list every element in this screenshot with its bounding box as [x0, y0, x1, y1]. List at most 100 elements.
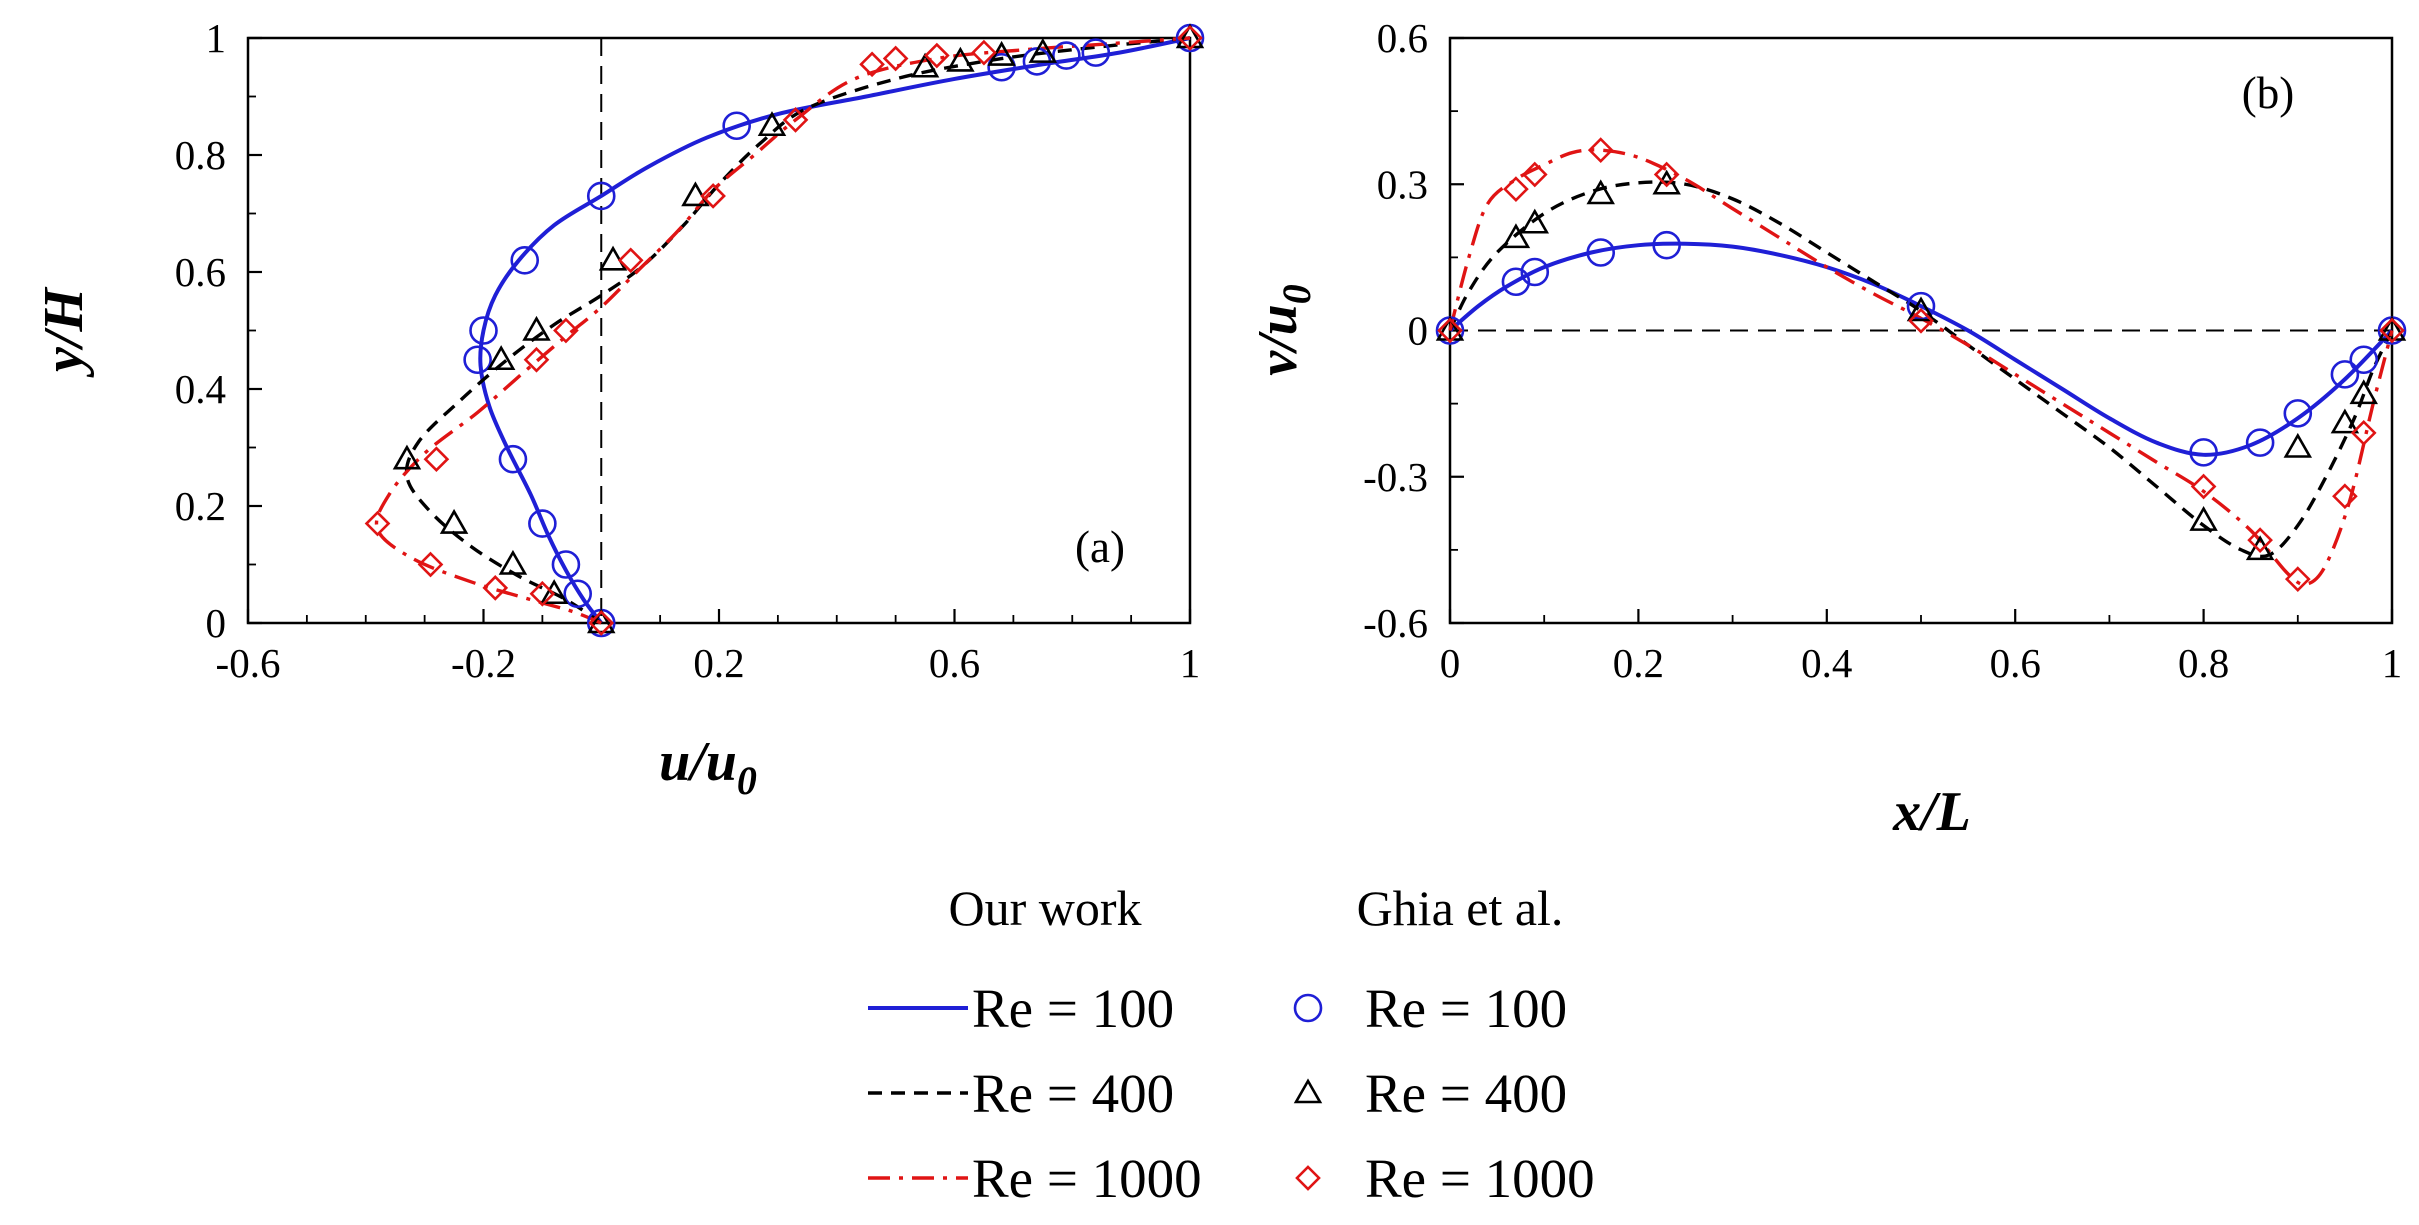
a-marker-re400	[1175, 23, 1205, 49]
b-marker-re100	[2330, 360, 2360, 389]
b-marker-re100	[1520, 257, 1550, 287]
b-marker-re1000	[2332, 483, 2358, 510]
panel-b-tag: (b)	[2242, 68, 2294, 118]
a-line-re400	[404, 36, 1191, 625]
a-marker-re1000	[529, 580, 556, 607]
a-marker-re400	[946, 46, 975, 72]
b-xtick-label: 0.2	[1613, 640, 1664, 686]
b-marker-re400	[1906, 296, 1936, 322]
b-marker-re100	[2189, 438, 2218, 467]
b-marker-re400	[2330, 408, 2360, 434]
b-marker-re1000	[1437, 317, 1463, 344]
legend-marker-re100	[1293, 993, 1323, 1023]
a-line-re1000	[374, 36, 1191, 625]
a-marker-re100	[551, 550, 581, 579]
b-marker-re1000	[1653, 161, 1680, 188]
b-marker-re1000	[2284, 566, 2311, 592]
a-marker-re100	[498, 444, 528, 474]
panel-b-markers	[1435, 137, 2407, 592]
a-xtick-label: -0.6	[216, 640, 281, 686]
a-marker-re1000	[782, 107, 809, 133]
b-marker-re400	[2349, 379, 2378, 405]
legend-marker-re400	[1293, 1078, 1323, 1104]
a-marker-re100	[469, 316, 498, 345]
a-marker-re100	[463, 345, 492, 375]
a-xtick-label: 0.2	[693, 640, 744, 686]
panel-b-lines	[1448, 148, 2394, 587]
panel-a-frame	[246, 36, 1192, 625]
legend-line-label-re400: Re = 400	[972, 1063, 1174, 1124]
b-marker-re400	[2377, 315, 2407, 341]
a-marker-re400	[681, 181, 710, 207]
panel-a-markers	[364, 23, 1205, 638]
a-xtick-label: 0.6	[929, 640, 980, 686]
b-marker-re1000	[1503, 176, 1529, 202]
panel-a-axis-ticks: -0.6 -0.2 0.2 0.6 1 0 0.2 0.4 0.6 0.8 1	[175, 15, 1201, 686]
legend-heading-our-work: Our work	[948, 880, 1141, 936]
a-marker-re100	[722, 111, 751, 141]
legend-marker-label-re400: Re = 400	[1365, 1063, 1567, 1124]
b-marker-re100	[1586, 238, 1616, 267]
panel-a-tag: (a)	[1075, 522, 1125, 572]
b-marker-re400	[2245, 535, 2275, 561]
panel-a-xlabel: u/u0	[659, 731, 757, 803]
legend-line-label-re100: Re = 100	[972, 978, 1174, 1039]
a-marker-re400	[757, 111, 787, 137]
a-marker-re100	[586, 181, 616, 211]
b-line-re400	[1448, 180, 2394, 559]
panel-a-lines	[374, 36, 1191, 625]
b-marker-re1000	[1521, 161, 1548, 188]
a-marker-re400	[498, 549, 528, 575]
a-marker-re1000	[423, 446, 450, 473]
b-line-re1000	[1448, 148, 2394, 587]
a-xtick-label: -0.2	[451, 640, 516, 686]
a-marker-re100	[1052, 41, 1081, 70]
a-marker-re400	[439, 508, 469, 534]
a-ytick-label: 0.4	[175, 366, 226, 412]
a-marker-re1000	[588, 610, 615, 636]
a-marker-re100	[510, 245, 540, 275]
a-marker-re1000	[859, 51, 885, 78]
a-marker-re1000	[523, 346, 550, 373]
legend-line-label-re1000: Re = 1000	[972, 1148, 1202, 1209]
a-marker-re100	[987, 52, 1016, 82]
panel-b-chart: 0 0.2 0.4 0.6 0.8 1 -0.6 -0.3 0 0.3 0.6 (b) x/L v/…	[1247, 15, 2407, 843]
b-marker-re400	[1652, 169, 1681, 195]
b-marker-re1000	[2190, 473, 2217, 500]
a-marker-re1000	[882, 45, 909, 72]
b-xtick-label: 0.6	[1990, 640, 2041, 686]
b-marker-re100	[2283, 399, 2313, 428]
legend-marker-re1000	[1295, 1165, 1321, 1191]
a-marker-re1000	[617, 247, 644, 274]
b-ytick-label: 0	[1408, 308, 1429, 354]
a-marker-re100	[528, 509, 557, 538]
a-line-re100	[478, 36, 1191, 625]
panel-a-ylabel: y/H	[33, 287, 95, 378]
b-marker-re1000	[2350, 420, 2377, 446]
b-marker-re400	[2283, 432, 2313, 458]
panel-a-chart: -0.6 -0.2 0.2 0.6 1 0 0.2 0.4 0.6 0.8 1 (a) u/u0 y…	[33, 15, 1205, 803]
a-marker-re400	[587, 608, 616, 634]
a-marker-re1000	[700, 183, 726, 209]
b-xtick-label: 0	[1440, 640, 1461, 686]
a-marker-re100	[563, 579, 593, 609]
a-xtick-label: 1	[1180, 640, 1201, 686]
b-marker-re400	[2189, 506, 2218, 531]
b-xtick-label: 0.8	[2178, 640, 2229, 686]
b-marker-re100	[1652, 230, 1681, 260]
a-ytick-label: 0	[206, 600, 227, 646]
a-ytick-label: 1	[206, 15, 227, 61]
b-marker-re100	[2349, 345, 2379, 375]
a-marker-re400	[522, 315, 551, 341]
b-ytick-label: -0.6	[1363, 600, 1428, 646]
a-marker-re100	[1081, 38, 1111, 67]
b-xtick-label: 0.4	[1801, 640, 1852, 686]
a-marker-re1000	[417, 551, 444, 578]
a-marker-re1000	[364, 510, 391, 537]
b-marker-re400	[1501, 223, 1531, 249]
b-xtick-label: 1	[2382, 640, 2403, 686]
b-line-re100	[1448, 241, 2394, 457]
a-marker-re400	[598, 245, 628, 271]
b-marker-re400	[1435, 315, 1465, 341]
